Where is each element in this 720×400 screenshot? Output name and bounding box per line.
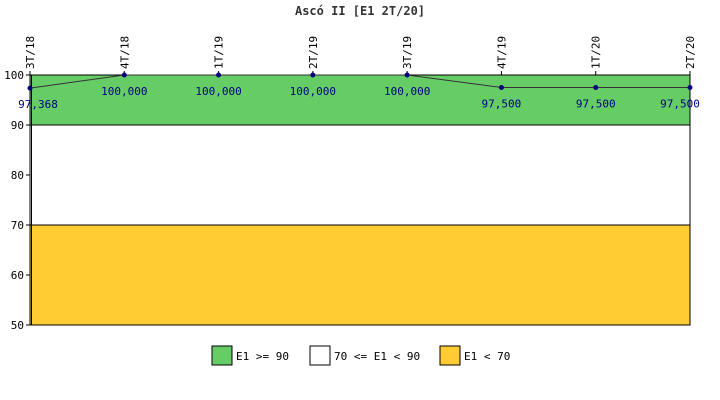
y-tick-label-4: 90 — [11, 119, 24, 132]
data-label-2: 100,000 — [195, 85, 241, 98]
y-tick-label-5: 100 — [4, 69, 24, 82]
legend-swatch-2 — [439, 345, 461, 366]
data-point-5 — [498, 85, 504, 90]
y-tick-label-1: 60 — [11, 269, 24, 282]
series-layer: 97,368 100,000 100,000 100,000 100,000 97,500… — [18, 72, 700, 111]
data-label-0: 97,368 — [18, 98, 58, 111]
data-point-7 — [687, 85, 693, 90]
legend-label-2: E1 < 70 — [464, 350, 510, 363]
y-tick-label-2: 70 — [11, 219, 24, 232]
x-tick-label-6: 1T/20 — [590, 36, 603, 69]
band-1 — [29, 124, 691, 226]
data-point-3 — [310, 72, 316, 78]
band-0 — [29, 74, 691, 126]
x-tick-label-5: 4T/19 — [495, 36, 508, 69]
legend-swatch-0 — [211, 345, 233, 366]
x-tick-label-4: 3T/19 — [401, 36, 414, 69]
chart-title: Ascó II [E1 2T/20] — [295, 4, 425, 18]
data-point-1 — [121, 72, 127, 78]
x-tick-label-3: 2T/19 — [307, 36, 320, 69]
x-tick-label-1: 4T/18 — [118, 36, 131, 69]
legend-label-1: 70 <= E1 < 90 — [334, 350, 420, 363]
data-point-4 — [404, 72, 410, 78]
data-label-6: 97,500 — [576, 98, 616, 111]
y-tick-label-3: 80 — [11, 169, 24, 182]
data-point-6 — [593, 85, 599, 90]
legend: E1 >= 90 70 <= E1 < 90 E1 < 70 — [211, 345, 510, 366]
x-tick-label-7: 2T/20 — [684, 36, 697, 69]
x-tick-label-0: 3T/18 — [24, 36, 37, 69]
x-tick-label-2: 1T/19 — [213, 36, 226, 69]
data-label-7: 97,500 — [660, 98, 700, 111]
band-layer — [29, 74, 691, 326]
band-2 — [29, 224, 691, 326]
data-label-5: 97,500 — [482, 98, 522, 111]
data-label-4: 100,000 — [384, 85, 430, 98]
y-tick-label-0: 50 — [11, 319, 24, 332]
series-line-0 — [29, 74, 690, 89]
legend-label-0: E1 >= 90 — [236, 350, 289, 363]
data-point-0 — [27, 85, 33, 91]
data-label-3: 100,000 — [290, 85, 336, 98]
legend-swatch-1 — [309, 345, 331, 366]
data-point-2 — [216, 72, 222, 78]
data-label-1: 100,000 — [101, 85, 147, 98]
